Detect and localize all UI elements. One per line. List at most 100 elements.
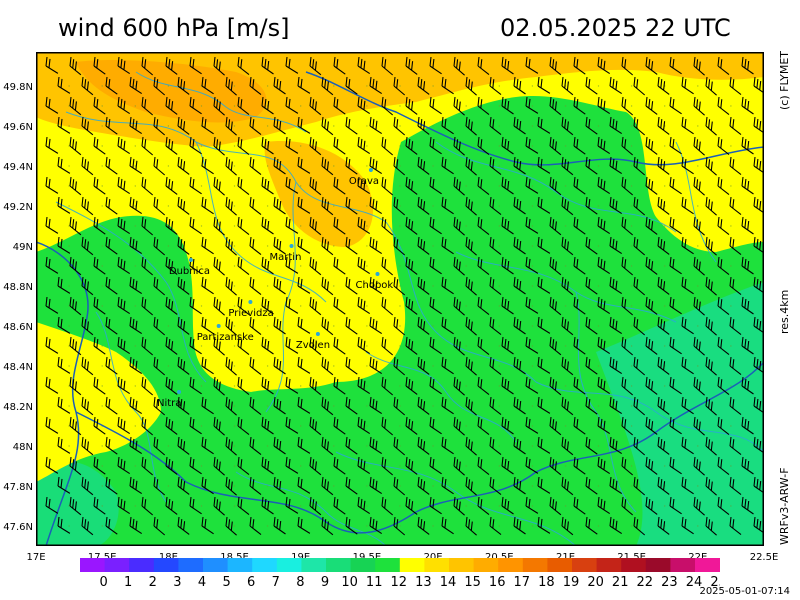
wind-barb [417,516,430,535]
wind-barb [729,236,742,256]
wind-barb [405,56,418,75]
wind-barb [585,436,598,455]
wind-barb [561,236,574,256]
legend-label: 16 [489,575,506,590]
wind-barb [501,256,514,275]
wind-barb [141,456,154,476]
wind-barb [405,416,418,435]
wind-barb [129,436,142,455]
wind-barb [213,416,225,436]
wind-barb [189,176,202,195]
wind-barb [657,356,670,375]
wind-barb [513,516,526,535]
wind-barb [261,216,274,235]
wind-barb [669,376,682,395]
wind-barb [201,516,214,535]
wind-barb [645,336,658,355]
wind-barb [309,96,322,116]
wind-barb [717,336,730,356]
city-marker [315,332,320,336]
wind-barb [549,456,562,476]
wind-barb [681,436,694,455]
wind-barb [153,236,166,256]
wind-barb [453,256,465,276]
wind-barb [693,56,705,76]
wind-barb [189,336,202,355]
wind-barb [117,96,130,115]
wind-field-teal [596,282,764,546]
wind-barb [429,296,442,315]
lon-tick-label: 22.5E [750,552,779,563]
wind-barb [669,136,682,155]
wind-barb [669,176,682,195]
wind-barb [621,336,634,356]
wind-barb [681,356,694,375]
wind-barb [753,76,764,94]
wind-barb [525,96,539,114]
wind-barb [597,56,610,75]
wind-barb [369,276,382,295]
wind-barb [249,436,262,456]
wind-field-orange-central [264,141,374,247]
wind-barb [189,416,202,435]
wind-barb [441,396,454,415]
wind-barb [441,76,454,95]
wind-barb [225,156,237,176]
wind-barb [81,516,94,536]
wind-barb [585,116,598,135]
wind-barb [561,276,574,296]
wind-barb [285,496,299,514]
wind-barb [609,76,622,95]
wind-barb [237,296,250,316]
wind-barb [609,436,622,455]
wind-barb [429,376,442,395]
wind-barb [417,236,430,255]
wind-barb [153,316,166,336]
wind-barb [561,196,574,216]
wind-barb [189,216,202,235]
wind-barb [513,156,526,175]
wind-barb [753,236,764,254]
legend-label: 12 [391,575,408,590]
wind-barb [705,396,717,416]
wind-barb [633,76,646,96]
wind-barb [681,116,694,135]
wind-barb [201,356,214,375]
wind-barb [189,136,202,155]
wind-barb [753,356,764,374]
wind-barb [417,116,430,135]
wind-barb [333,56,346,75]
wind-barb [285,56,299,74]
lat-tick-label: 49.4N [3,162,33,173]
wind-barb [705,476,717,496]
wind-barb [165,416,178,435]
wind-barb [705,436,717,456]
wind-barb [681,156,694,175]
wind-barb [249,276,262,296]
wind-barb [93,56,106,75]
wind-barb [465,276,477,296]
wind-barb [501,216,514,235]
legend-swatch [227,558,253,572]
legend-label: 1 [124,575,132,590]
wind-barb [357,296,370,315]
lat-tick-label: 48N [13,442,33,453]
wind-barb [345,316,358,335]
wind-barb [345,276,358,295]
wind-barb [513,316,526,335]
wind-barb [369,196,382,215]
wind-barb [249,76,262,96]
wind-barb [201,236,214,255]
wind-barb [381,256,394,276]
wind-barb [225,196,237,216]
wind-barb [693,216,705,236]
wind-barb [645,56,658,75]
wind-barb [117,496,130,515]
wind-barb [69,136,82,156]
legend-label: 10 [341,575,358,590]
wind-barb [45,456,59,474]
wind-barb [129,76,142,95]
wind-barb [513,356,526,375]
wind-barb [681,76,694,95]
wind-barb [741,456,754,475]
